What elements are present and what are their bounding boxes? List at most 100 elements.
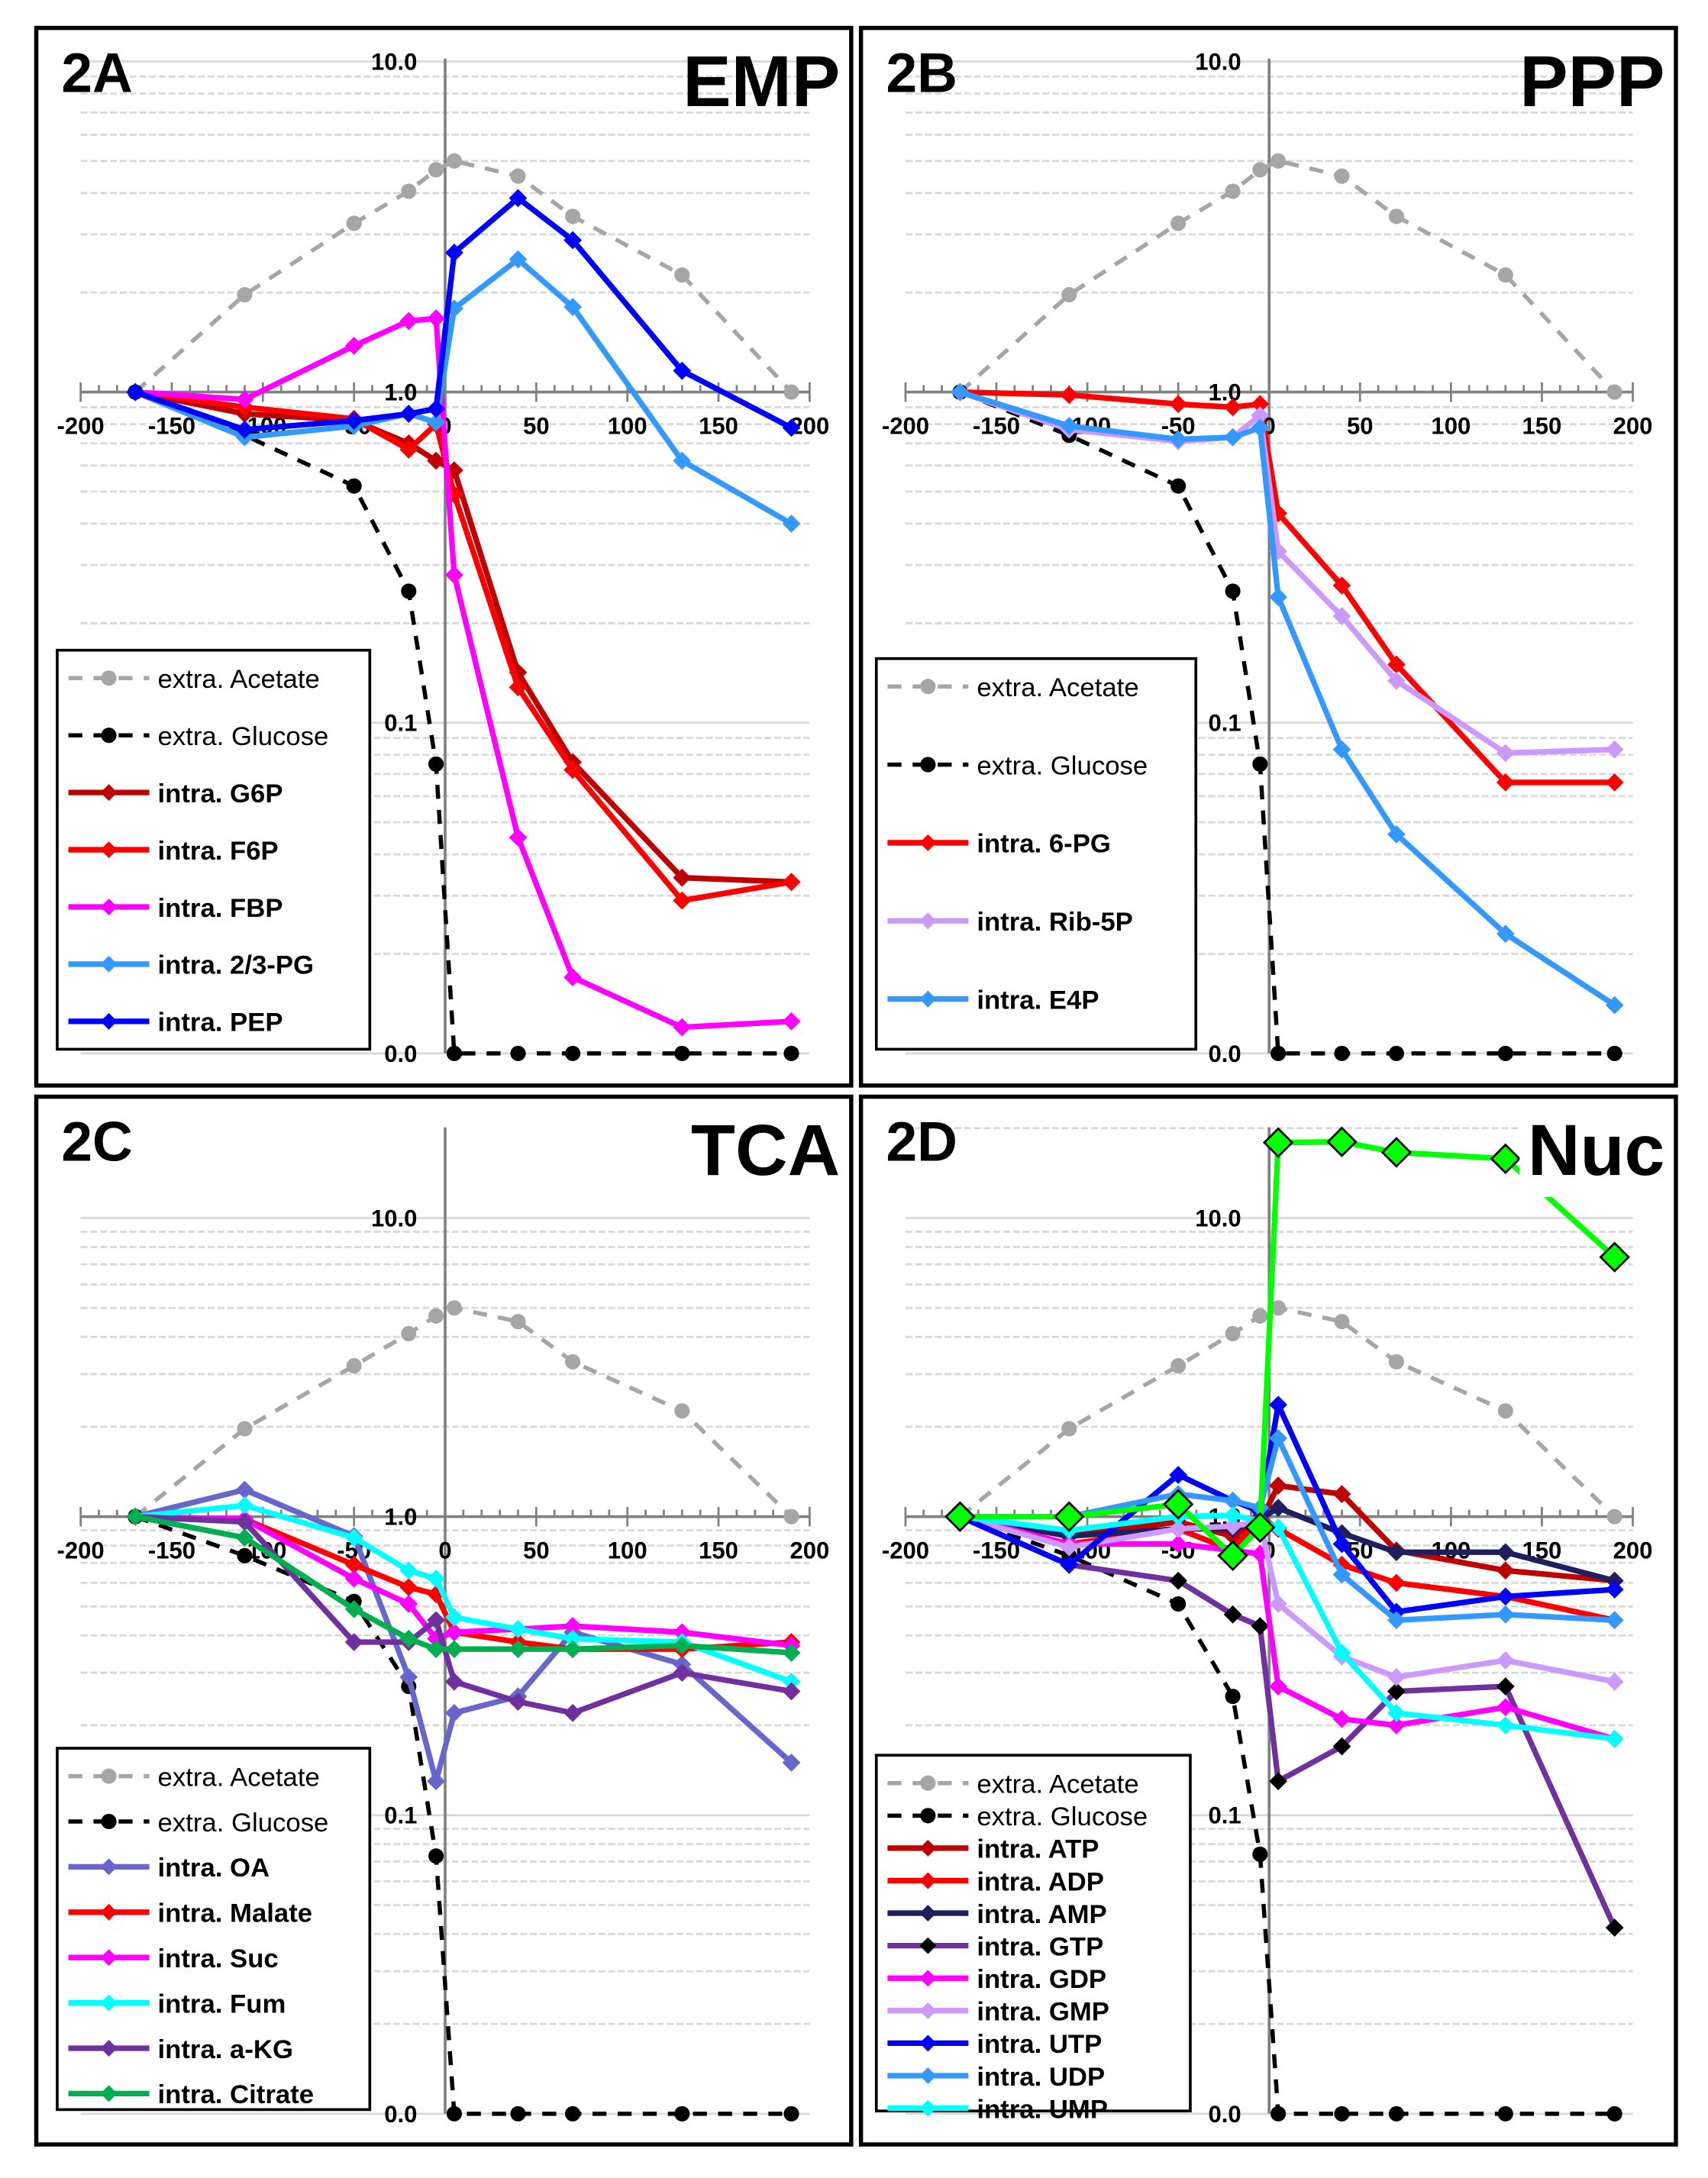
series-line <box>960 1139 1617 1559</box>
data-point <box>1490 1143 1522 1175</box>
data-point <box>1269 1396 1288 1414</box>
data-point <box>1170 478 1187 494</box>
data-point <box>1387 671 1406 690</box>
legend-swatch-marker <box>919 2034 937 2052</box>
data-point <box>344 1555 363 1574</box>
data-point <box>563 298 582 316</box>
series-line <box>134 315 792 1031</box>
series-line <box>959 1505 1616 1584</box>
series-line <box>959 1514 1616 1685</box>
legend-item: intra. UMP <box>887 2095 1108 2124</box>
y-tick-label: 10.0 <box>1195 1205 1241 1232</box>
data-point <box>509 1620 528 1638</box>
data-point <box>1251 395 1270 414</box>
data-point <box>674 2105 690 2122</box>
data-point <box>1606 1508 1622 1525</box>
panel-frame <box>34 25 854 1088</box>
legend-label: intra. 2/3-PG <box>158 951 315 980</box>
panel-2d: -200-150-100-5005010015020010.01.00.10.0… <box>858 1094 1678 2147</box>
y-tick-label: 0.0 <box>384 2101 417 2128</box>
data-point <box>1496 924 1515 944</box>
data-point <box>237 1421 253 1437</box>
legend-swatch-marker <box>100 1994 118 2012</box>
legend-swatch-marker <box>101 728 117 744</box>
x-tick-label: 50 <box>1347 412 1374 439</box>
data-point <box>1605 773 1624 792</box>
legend-label: extra. Acetate <box>158 1763 320 1792</box>
data-point <box>563 760 582 779</box>
data-point <box>1605 740 1624 759</box>
series-intra-citrate <box>126 1507 801 1662</box>
data-point <box>783 1045 799 1061</box>
y-tick-label: 0.0 <box>1208 2101 1241 2128</box>
legend-item: intra. F6P <box>68 837 279 866</box>
data-point <box>399 405 418 423</box>
data-point <box>1223 428 1242 447</box>
data-point <box>1332 576 1351 595</box>
data-point <box>1605 1673 1624 1691</box>
panel-2b: -200 -150 -100 -50 0 50 100 150 20010.01.00.10.0… <box>858 25 1678 1088</box>
y-tick-label: 0.0 <box>1208 1041 1241 1067</box>
legend-label: intra. Fum <box>158 1989 286 2018</box>
data-point <box>1387 655 1406 674</box>
data-point <box>1605 1611 1624 1630</box>
y-tick-label: 0.1 <box>384 710 417 737</box>
data-point <box>510 1045 526 1061</box>
legend-label: intra. Malate <box>158 1899 313 1928</box>
data-point <box>1169 1571 1188 1590</box>
data-point <box>346 215 362 231</box>
series-line <box>959 1514 1616 1742</box>
series-line <box>958 1514 1618 1929</box>
x-tick-label: 50 <box>523 1537 550 1563</box>
data-point <box>673 451 692 470</box>
series-line <box>134 390 792 1056</box>
y-tick-label: 10.0 <box>371 1205 417 1232</box>
data-point <box>1271 1300 1287 1316</box>
data-point <box>427 451 445 470</box>
legend-label: extra. Glucose <box>158 1809 329 1838</box>
data-point <box>445 1640 463 1659</box>
legend-item: extra. Acetate <box>68 665 320 694</box>
data-point <box>1170 1596 1187 1612</box>
data-point <box>1269 588 1288 606</box>
data-point <box>428 1308 444 1324</box>
y-tick-label: 1.0 <box>384 1504 417 1531</box>
data-point <box>445 566 463 584</box>
series-line <box>959 1483 1616 1584</box>
data-point <box>1387 1543 1406 1562</box>
data-point <box>1332 1737 1351 1756</box>
series-intra-fum <box>126 1496 801 1691</box>
data-point <box>782 1644 801 1662</box>
data-point <box>1251 418 1270 437</box>
series-line <box>134 1502 793 1685</box>
data-point <box>445 244 463 262</box>
legend: extra. Acetate extra. Glucose intra. G6P in… <box>56 648 372 1051</box>
data-point <box>401 1325 417 1342</box>
legend-label: intra. UDP <box>977 2063 1105 2092</box>
data-point <box>783 1508 799 1525</box>
data-point <box>1334 2105 1350 2122</box>
series-extra-acetate <box>952 1300 1622 1525</box>
data-point <box>1496 1651 1515 1670</box>
data-point <box>427 399 445 418</box>
legend-label: intra. ATP <box>977 1835 1099 1864</box>
data-point <box>944 1501 976 1532</box>
panel-title: TCA <box>691 1110 840 1191</box>
series-unlabeled <box>944 1126 1630 1572</box>
data-point <box>1388 2105 1404 2122</box>
legend-label: intra. AMP <box>977 1900 1106 1929</box>
data-point <box>509 678 528 697</box>
data-point <box>1271 2105 1287 2122</box>
data-point <box>1169 1466 1188 1484</box>
series-line <box>134 1514 792 1656</box>
data-point <box>399 311 418 331</box>
data-point <box>344 1528 363 1547</box>
data-point <box>344 337 363 355</box>
x-tick-label: -200 <box>882 412 929 439</box>
panel-title: EMP <box>683 41 840 122</box>
data-point <box>1497 267 1513 283</box>
data-point <box>1387 1716 1406 1734</box>
data-point <box>1326 1126 1358 1157</box>
data-point <box>346 478 362 494</box>
legend-swatch-marker <box>101 1768 117 1784</box>
